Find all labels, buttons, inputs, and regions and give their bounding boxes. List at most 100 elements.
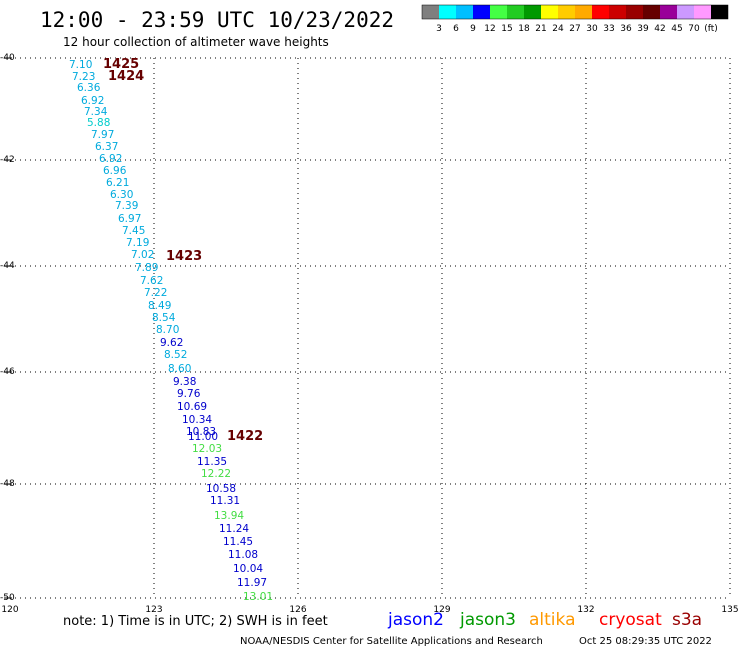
satellite-altika: altika <box>529 610 576 630</box>
color-scale-label: (ft) <box>704 24 718 34</box>
wave-height-value: 7.19 <box>126 237 149 249</box>
wave-height-value: 6.30 <box>110 189 133 201</box>
color-swatch <box>507 5 524 19</box>
lat-label: -42 <box>0 155 15 165</box>
color-swatch <box>575 5 592 19</box>
lat-label: -40 <box>0 53 15 63</box>
color-scale-label: 21 <box>535 24 546 34</box>
wave-height-value: 7.22 <box>144 287 167 299</box>
pass-time-label: 1422 <box>227 429 263 444</box>
color-swatch <box>473 5 490 19</box>
color-swatch <box>694 5 711 19</box>
color-swatch <box>490 5 507 19</box>
wave-height-value: 7.45 <box>122 225 145 237</box>
lon-label: 132 <box>577 605 594 615</box>
wave-height-value: 13.01 <box>243 591 273 603</box>
lat-label: -50 <box>0 593 15 603</box>
color-swatch <box>711 5 728 19</box>
wave-height-value: 6.92 <box>81 95 104 107</box>
lat-label: -44 <box>0 261 15 271</box>
axis-labels: -40 -42 -44 -46 -48 -50 120 123 126 129 132 135 <box>0 53 739 615</box>
wave-height-value: 6.36 <box>77 82 101 94</box>
wave-height-value: 9.38 <box>173 376 196 388</box>
color-swatch <box>541 5 558 19</box>
wave-height-value: 11.35 <box>197 456 227 468</box>
lon-label: 129 <box>433 605 450 615</box>
color-swatch <box>660 5 677 19</box>
wave-height-value: 11.08 <box>228 549 258 561</box>
wave-height-value: 8.54 <box>152 312 176 324</box>
wave-height-value: 10.83 <box>186 426 216 438</box>
wave-height-value: 8.52 <box>164 349 187 361</box>
wave-height-value: 10.58 <box>206 483 236 495</box>
wave-height-value: 9.62 <box>160 337 183 349</box>
wave-height-value: 13.94 <box>214 510 244 522</box>
wave-height-value: 11.45 <box>223 536 253 548</box>
color-swatch <box>439 5 456 19</box>
wave-height-value: 10.69 <box>177 401 207 413</box>
wave-height-value: 9.76 <box>177 388 201 400</box>
pass-time-label: 1424 <box>108 69 144 84</box>
footer-timestamp: Oct 25 08:29:35 UTC 2022 <box>579 636 712 647</box>
color-scale-label: 70 <box>688 24 700 34</box>
color-swatch <box>626 5 643 19</box>
wave-height-value: 11.00 <box>188 431 218 443</box>
wave-height-value: 6.96 <box>103 165 127 177</box>
wave-height-labels: 7.107.236.366.927.345.887.976.376.926.96… <box>69 59 273 603</box>
satellite-cryosat: cryosat <box>599 610 662 630</box>
wave-height-value: 7.10 <box>69 59 92 71</box>
color-scale-label: 3 <box>436 24 442 34</box>
satellite-s3a: s3a <box>672 610 702 630</box>
satellite-jason3: jason3 <box>459 610 516 630</box>
color-scale-label: 12 <box>484 24 495 34</box>
lon-label: 120 <box>1 605 18 615</box>
page-title: 12:00 - 23:59 UTC 10/23/2022 <box>40 8 394 32</box>
page-subtitle: 12 hour collection of altimeter wave hei… <box>63 35 329 49</box>
wave-height-value: 11.31 <box>210 495 240 507</box>
wave-height-value: 7.89 <box>135 262 158 274</box>
wave-height-value: 7.97 <box>91 129 114 141</box>
wave-height-value: 7.34 <box>84 106 108 118</box>
color-scale-label: 42 <box>654 24 665 34</box>
satellite-jason2: jason2 <box>387 610 444 630</box>
satellite-legend: jason2 jason3 altika cryosat s3a <box>387 610 702 630</box>
color-scale-legend: 3 6 9 12 15 18 21 24 27 30 33 36 39 42 45 70 (ft) <box>421 4 729 34</box>
wave-height-value: 7.39 <box>115 200 138 212</box>
color-swatch <box>677 5 694 19</box>
color-scale-label: 33 <box>603 24 614 34</box>
wave-height-value: 10.04 <box>233 563 263 575</box>
lat-label: -48 <box>0 479 15 489</box>
lon-label: 126 <box>289 605 306 615</box>
color-swatch <box>558 5 575 19</box>
color-scale-label: 45 <box>671 24 682 34</box>
color-swatch <box>643 5 660 19</box>
wave-height-value: 6.21 <box>106 177 129 189</box>
pass-time-label: 1423 <box>166 249 202 264</box>
wave-height-value: 7.02 <box>131 249 154 261</box>
wave-height-value: 10.34 <box>182 414 212 426</box>
wave-height-value: 11.97 <box>237 577 267 589</box>
pass-time-label: 1425 <box>103 57 139 72</box>
wave-height-value: 6.37 <box>95 141 118 153</box>
color-swatch <box>592 5 609 19</box>
color-swatch <box>609 5 626 19</box>
color-swatch <box>456 5 473 19</box>
color-scale-label: 24 <box>552 24 564 34</box>
wave-height-value: 5.88 <box>87 117 110 129</box>
lat-label: -46 <box>0 367 15 377</box>
color-scale-label: 30 <box>586 24 598 34</box>
color-scale-label: 18 <box>518 24 530 34</box>
color-scale-label: 15 <box>501 24 512 34</box>
color-swatch <box>422 5 439 19</box>
color-scale-label: 27 <box>569 24 580 34</box>
wave-height-value: 8.70 <box>156 324 179 336</box>
footer-credit: NOAA/NESDIS Center for Satellite Applica… <box>240 636 543 647</box>
lon-label: 135 <box>721 605 738 615</box>
wave-height-value: 12.22 <box>201 468 231 480</box>
color-scale-label: 36 <box>620 24 632 34</box>
wave-height-value: 7.62 <box>140 275 163 287</box>
color-scale-label: 6 <box>453 24 459 34</box>
color-scale-label: 39 <box>637 24 649 34</box>
